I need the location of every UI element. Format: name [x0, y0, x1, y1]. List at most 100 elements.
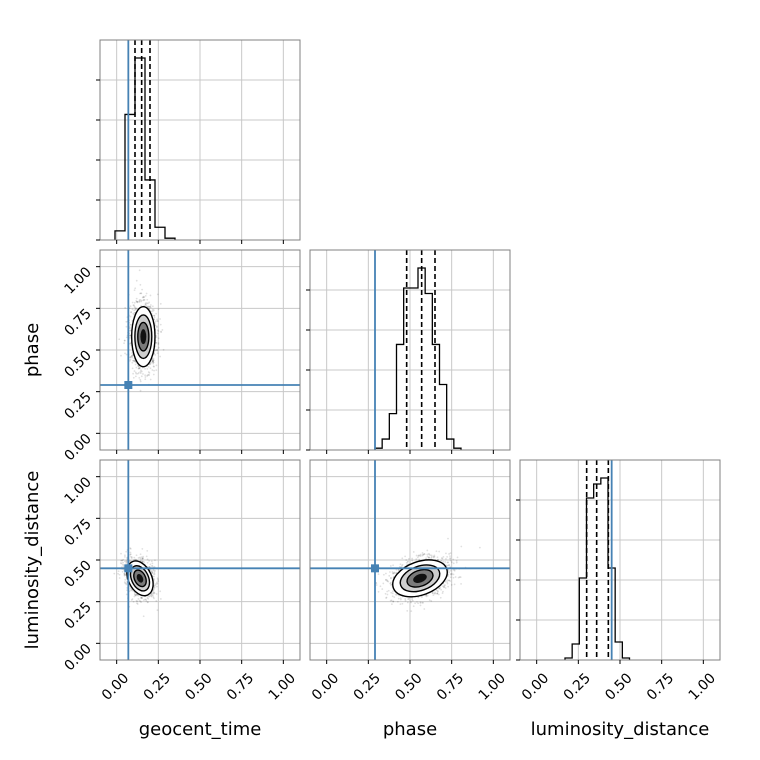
- scatter-point: [131, 354, 133, 357]
- scatter-point: [415, 558, 418, 561]
- scatter-point: [155, 369, 158, 372]
- scatter-point: [396, 600, 399, 603]
- x-tick-label: 0.00: [519, 670, 552, 703]
- scatter-point: [417, 554, 420, 557]
- scatter-point: [145, 302, 148, 305]
- scatter-point: [449, 559, 452, 562]
- scatter-point: [129, 315, 132, 318]
- x-tick-label: 0.75: [434, 670, 467, 703]
- scatter-point: [131, 589, 134, 592]
- scatter-point: [436, 592, 439, 595]
- scatter-point: [138, 377, 141, 379]
- scatter-point: [385, 579, 387, 581]
- scatter-point: [143, 561, 146, 564]
- scatter-point: [138, 556, 141, 559]
- scatter-point: [153, 565, 156, 568]
- scatter-point: [425, 594, 427, 597]
- scatter-point: [129, 356, 132, 359]
- scatter-point: [404, 598, 407, 600]
- scatter-point: [435, 550, 438, 553]
- scatter-point: [129, 329, 131, 332]
- scatter-point: [156, 352, 159, 355]
- scatter-point: [157, 346, 160, 349]
- scatter-point: [157, 580, 160, 583]
- density-panel-phase-luminosity_distance: [309, 459, 511, 661]
- scatter-point: [147, 601, 149, 603]
- scatter-point: [149, 593, 152, 596]
- scatter-point: [125, 320, 128, 323]
- scatter-point: [411, 598, 414, 601]
- scatter-point: [154, 320, 157, 323]
- scatter-point: [390, 599, 393, 602]
- scatter-point: [161, 329, 164, 331]
- scatter-point: [412, 605, 415, 608]
- scatter-point: [387, 589, 390, 592]
- scatter-point: [432, 555, 435, 558]
- scatter-point: [130, 557, 133, 560]
- scatter-point: [428, 556, 430, 559]
- scatter-point: [122, 561, 124, 564]
- scatter-point: [399, 563, 402, 566]
- scatter-point: [377, 573, 380, 576]
- scatter-point: [133, 593, 136, 595]
- scatter-point: [121, 570, 124, 573]
- scatter-point: [133, 558, 136, 561]
- x-tick-label: 1.00: [266, 670, 299, 703]
- scatter-point: [125, 562, 127, 564]
- scatter-point: [121, 559, 124, 562]
- scatter-point: [450, 561, 453, 564]
- scatter-point: [117, 572, 119, 575]
- scatter-point: [153, 578, 156, 581]
- scatter-point: [444, 587, 447, 589]
- scatter-point: [159, 355, 162, 358]
- histogram-bars: [374, 267, 462, 450]
- scatter-point: [389, 571, 391, 573]
- scatter-point: [152, 597, 155, 600]
- scatter-point: [442, 586, 445, 588]
- scatter-point: [152, 357, 155, 360]
- scatter-point: [113, 572, 116, 575]
- scatter-point: [478, 546, 481, 549]
- scatter-point: [159, 590, 162, 593]
- scatter-point: [414, 602, 417, 605]
- scatter-point: [134, 287, 137, 290]
- scatter-point: [407, 598, 410, 601]
- scatter-point: [154, 559, 156, 562]
- scatter-point: [141, 288, 144, 291]
- scatter-point: [447, 537, 449, 540]
- scatter-point: [406, 609, 409, 612]
- scatter-point: [139, 292, 142, 295]
- scatter-point: [145, 305, 148, 308]
- scatter-point: [441, 557, 444, 560]
- scatter-point: [460, 582, 462, 585]
- scatter-point: [449, 555, 451, 558]
- scatter-point: [418, 558, 421, 561]
- scatter-point: [134, 308, 137, 311]
- scatter-point: [129, 358, 132, 361]
- scatter-point: [140, 596, 143, 599]
- scatter-point: [154, 583, 156, 585]
- scatter-point: [134, 375, 137, 378]
- scatter-point: [140, 292, 143, 295]
- scatter-point: [442, 555, 445, 558]
- scatter-point: [138, 299, 141, 302]
- scatter-point: [137, 557, 140, 559]
- scatter-point: [138, 367, 140, 370]
- scatter-point: [156, 329, 159, 332]
- y-tick-label: 1.00: [61, 264, 94, 297]
- scatter-point: [428, 553, 431, 556]
- scatter-point: [125, 325, 128, 328]
- y-tick-label: 0.00: [61, 641, 94, 674]
- scatter-point: [392, 572, 394, 575]
- y-tick-label: 0.50: [61, 558, 94, 591]
- scatter-point: [155, 341, 158, 344]
- scatter-point: [141, 557, 144, 560]
- scatter-point: [421, 601, 424, 604]
- scatter-point: [124, 578, 127, 581]
- scatter-point: [155, 334, 158, 337]
- scatter-point: [417, 555, 420, 557]
- scatter-point: [152, 359, 155, 362]
- scatter-point: [123, 581, 126, 583]
- scatter-point: [139, 389, 142, 392]
- scatter-point: [153, 592, 156, 595]
